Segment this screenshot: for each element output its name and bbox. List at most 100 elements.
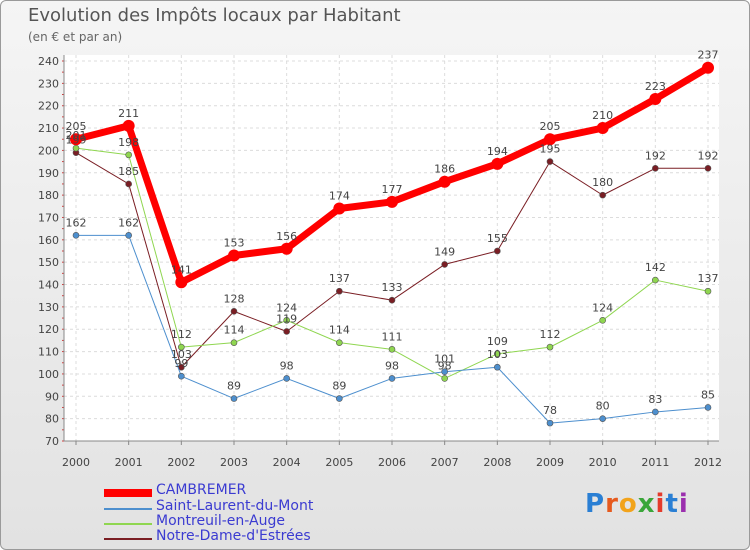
data-point xyxy=(336,395,343,402)
data-point xyxy=(599,191,606,199)
data-label: 85 xyxy=(701,388,715,401)
data-point xyxy=(125,232,132,239)
chart-title: Evolution des Impôts locaux par Habitant xyxy=(28,5,401,26)
data-point xyxy=(283,316,290,324)
data-label: 124 xyxy=(592,301,613,314)
data-label: 153 xyxy=(224,236,245,249)
data-label: 103 xyxy=(487,348,508,361)
data-point xyxy=(70,133,82,146)
data-label: 109 xyxy=(487,335,508,348)
data-label: 128 xyxy=(224,292,245,305)
data-label: 124 xyxy=(276,301,297,314)
data-point xyxy=(652,408,659,416)
data-label: 142 xyxy=(645,261,666,274)
data-label: 98 xyxy=(385,359,399,372)
data-point xyxy=(283,375,290,382)
y-tick-label: 170 xyxy=(38,211,59,224)
y-tick-label: 190 xyxy=(38,167,59,180)
legend-swatch xyxy=(104,489,152,497)
data-label: 137 xyxy=(329,272,350,285)
data-point xyxy=(599,415,606,422)
data-point xyxy=(546,419,554,427)
data-label: 211 xyxy=(118,107,139,120)
y-tick-label: 120 xyxy=(38,323,59,336)
data-label: 141 xyxy=(171,263,192,276)
logo-letter: o xyxy=(618,489,638,519)
data-label: 194 xyxy=(487,145,508,158)
data-point xyxy=(122,119,135,132)
x-tick-label: 2003 xyxy=(220,456,248,469)
data-point xyxy=(546,158,554,165)
data-label: 78 xyxy=(543,404,557,417)
data-label: 180 xyxy=(592,176,613,189)
y-tick-label: 210 xyxy=(38,122,59,135)
data-label: 112 xyxy=(171,328,192,341)
x-tick-label: 2004 xyxy=(273,456,301,469)
data-point xyxy=(178,343,185,351)
logo-letter: i xyxy=(655,489,666,519)
data-label: 99 xyxy=(174,357,188,370)
data-point xyxy=(704,164,712,172)
data-label: 195 xyxy=(540,143,561,156)
legend-swatch xyxy=(104,523,152,525)
data-point xyxy=(230,395,238,402)
y-tick-label: 70 xyxy=(45,435,59,448)
data-label: 162 xyxy=(66,216,87,229)
x-tick-label: 2012 xyxy=(694,456,722,469)
data-label: 223 xyxy=(645,80,666,93)
data-label: 155 xyxy=(487,232,508,245)
data-label: 162 xyxy=(118,216,139,229)
data-label: 80 xyxy=(596,400,610,413)
legend-label: CAMBREMER xyxy=(156,482,247,498)
x-tick-label: 2007 xyxy=(431,456,459,469)
data-label: 198 xyxy=(118,136,139,149)
legend-label: Montreuil-en-Auge xyxy=(156,513,285,529)
data-label: 205 xyxy=(66,120,87,133)
data-point xyxy=(230,339,238,346)
data-label: 156 xyxy=(276,230,297,243)
data-point xyxy=(491,157,504,170)
data-label: 174 xyxy=(329,190,350,203)
data-label: 111 xyxy=(382,330,403,343)
data-point xyxy=(649,93,662,105)
data-point xyxy=(386,195,398,208)
data-point xyxy=(599,316,606,324)
data-point xyxy=(283,328,290,335)
chart-subtitle: (en € et par an) xyxy=(28,30,123,44)
data-point xyxy=(230,308,238,315)
data-label: 98 xyxy=(438,359,452,372)
data-label: 137 xyxy=(698,272,719,285)
data-point xyxy=(175,276,188,289)
data-label: 210 xyxy=(592,109,613,122)
data-label: 119 xyxy=(276,312,297,325)
data-point xyxy=(125,180,132,188)
proxiti-logo: Proxiti xyxy=(585,489,689,519)
y-tick-label: 180 xyxy=(38,189,59,202)
data-point xyxy=(438,175,451,188)
data-point xyxy=(544,133,556,146)
data-label: 199 xyxy=(66,134,87,147)
data-point xyxy=(704,404,712,411)
logo-letter: t xyxy=(665,489,679,519)
x-tick-label: 2002 xyxy=(167,456,195,469)
y-tick-label: 90 xyxy=(45,390,59,403)
data-label: 177 xyxy=(382,183,403,196)
x-tick-label: 2000 xyxy=(62,456,90,469)
y-tick-label: 130 xyxy=(38,301,59,314)
x-tick-label: 2006 xyxy=(378,456,406,469)
data-point xyxy=(494,350,501,358)
data-label: 237 xyxy=(698,49,719,62)
logo-letter: r xyxy=(605,489,619,519)
data-label: 112 xyxy=(540,328,561,341)
data-point xyxy=(441,261,448,268)
data-point xyxy=(280,242,293,255)
data-point xyxy=(72,232,80,239)
x-tick-label: 2010 xyxy=(589,456,617,469)
data-point xyxy=(388,296,396,304)
data-label: 114 xyxy=(329,324,350,337)
data-point xyxy=(494,363,501,371)
data-label: 83 xyxy=(648,393,662,406)
y-tick-label: 110 xyxy=(38,346,59,359)
